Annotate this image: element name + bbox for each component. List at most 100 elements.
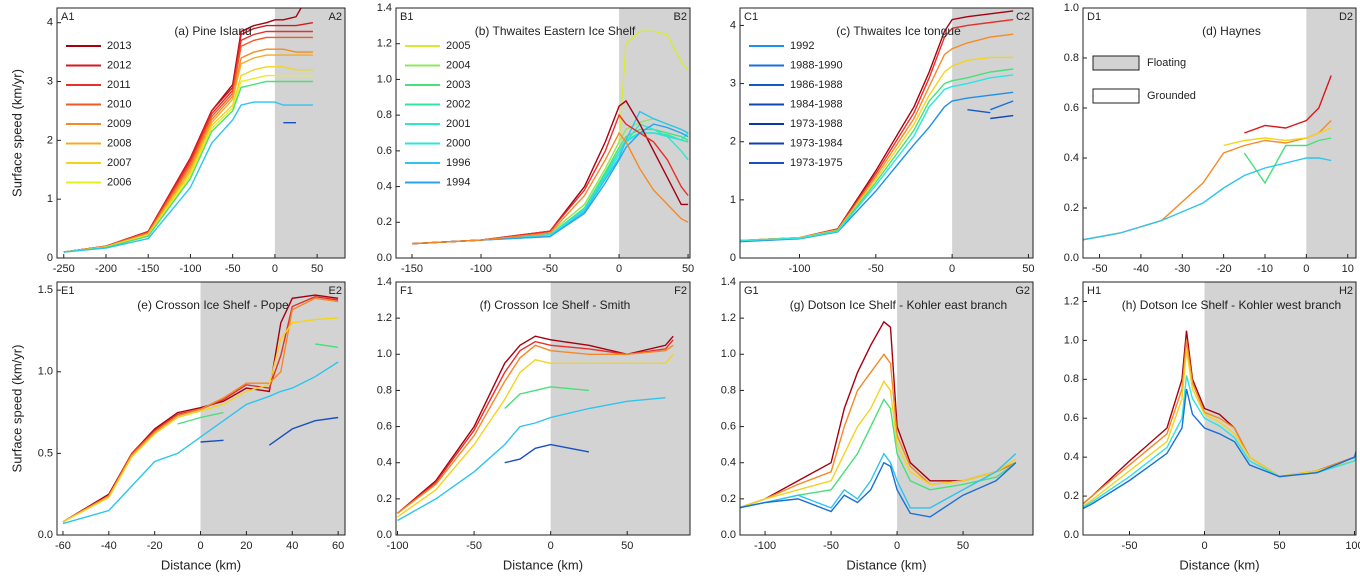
- y-tick-label: 1: [47, 193, 53, 205]
- x-tick-label: -100: [754, 540, 776, 552]
- legend-label: 1984-1988: [790, 98, 843, 110]
- series-line: [740, 74, 1014, 242]
- y-tick-label: 1.4: [721, 276, 736, 288]
- corner-label: E2: [329, 285, 342, 297]
- legend-label: 2004: [446, 59, 470, 71]
- x-tick-label: 50: [621, 540, 633, 552]
- legend-label: 1973-1975: [790, 157, 843, 169]
- x-tick-label: -40: [1133, 263, 1149, 275]
- panel-title: (f) Crosson Ice Shelf - Smith: [480, 298, 631, 312]
- series-line: [740, 320, 1017, 509]
- x-tick-label: -150: [401, 263, 423, 275]
- y-tick-label: 1.0: [377, 348, 392, 360]
- series-line: [397, 353, 674, 518]
- y-tick-label: 0.0: [721, 529, 736, 541]
- plot-frame: [395, 7, 691, 259]
- legend-label: Grounded: [1147, 90, 1196, 102]
- y-tick-label: 1.0: [377, 73, 392, 85]
- y-tick-label: 3: [47, 75, 53, 87]
- series-line: [62, 317, 339, 523]
- plot-lines: [411, 30, 689, 245]
- plot-lines: [740, 320, 1017, 518]
- y-tick-label: 1.0: [721, 348, 736, 360]
- series-line: [200, 416, 339, 446]
- plot-frame: [56, 7, 346, 259]
- y-tick-label: 0.0: [377, 252, 392, 264]
- series-line: [177, 343, 339, 425]
- plot-lines: [63, 8, 314, 253]
- corner-label: G1: [744, 285, 759, 297]
- y-tick-label: 0.4: [377, 180, 392, 192]
- x-tick-label: 50: [311, 263, 323, 275]
- series-line: [1083, 157, 1332, 241]
- y-tick-label: 0.4: [721, 457, 736, 469]
- y-tick-label: 0: [730, 252, 736, 264]
- y-tick-label: 1.2: [1064, 295, 1079, 307]
- legend-label: 2011: [107, 79, 131, 91]
- x-axis-label: Distance (km): [503, 557, 583, 572]
- series-line: [1243, 137, 1332, 185]
- plot-frame: [739, 7, 1034, 259]
- y-tick-label: 0.8: [377, 384, 392, 396]
- plot-frame: [1082, 281, 1357, 536]
- series-line: [740, 398, 1017, 509]
- corner-label: F1: [400, 285, 413, 297]
- plot-lines: [397, 335, 674, 522]
- x-tick-label: 50: [957, 540, 969, 552]
- legend-label: 2003: [446, 79, 470, 91]
- series-line: [411, 113, 689, 245]
- floating-region: [897, 282, 1033, 535]
- y-tick-label: 2: [730, 136, 736, 148]
- series-line: [504, 443, 590, 464]
- series-line: [740, 380, 1017, 509]
- y-tick-label: 1.2: [377, 312, 392, 324]
- x-tick-label: 60: [332, 540, 344, 552]
- legend-label: 2000: [446, 137, 470, 149]
- series-line: [967, 109, 991, 114]
- floating-region: [1306, 8, 1356, 258]
- series-line: [63, 101, 313, 253]
- series-line: [62, 297, 339, 523]
- x-tick-label: 50: [1273, 540, 1285, 552]
- x-tick-label: -50: [868, 263, 884, 275]
- corner-label: H1: [1087, 285, 1101, 297]
- corner-label: D1: [1087, 11, 1101, 23]
- legend-label: 2010: [107, 98, 131, 110]
- series-line: [740, 452, 1017, 509]
- x-tick-label: -250: [53, 263, 75, 275]
- x-tick-label: 0: [272, 263, 278, 275]
- corner-label: C1: [744, 11, 758, 23]
- plot-lines: [1083, 330, 1356, 510]
- x-tick-label: 0: [1201, 540, 1207, 552]
- corner-label: D2: [1339, 11, 1353, 23]
- series-line: [411, 123, 689, 245]
- series-line: [1083, 349, 1356, 508]
- x-tick-label: 40: [286, 540, 298, 552]
- y-tick-label: 4: [47, 17, 53, 29]
- plot-lines: [740, 10, 1014, 243]
- x-tick-label: 0: [548, 540, 554, 552]
- legend-label: 2012: [107, 59, 131, 71]
- floating-region: [1204, 282, 1356, 535]
- y-tick-label: 0.6: [377, 145, 392, 157]
- series-line: [62, 361, 339, 525]
- y-tick-label: 0.6: [377, 420, 392, 432]
- y-tick-label: 0.2: [377, 216, 392, 228]
- corner-label: B2: [674, 11, 687, 23]
- y-tick-label: 0.4: [377, 457, 392, 469]
- y-tick-label: 0.6: [721, 420, 736, 432]
- y-tick-label: 0.8: [721, 384, 736, 396]
- plot-frame: [1082, 7, 1357, 259]
- series-line: [740, 18, 1014, 242]
- series-line: [1223, 127, 1332, 147]
- series-line: [397, 344, 674, 514]
- y-tick-label: 0.8: [1064, 373, 1079, 385]
- legend-label: 1996: [446, 157, 470, 169]
- corner-label: F2: [674, 285, 687, 297]
- legend-label: 2009: [107, 118, 131, 130]
- series-line: [740, 461, 1017, 518]
- y-tick-label: 1.2: [377, 38, 392, 50]
- panel-title: (a) Pine Island: [174, 24, 251, 38]
- x-tick-label: -50: [1122, 540, 1138, 552]
